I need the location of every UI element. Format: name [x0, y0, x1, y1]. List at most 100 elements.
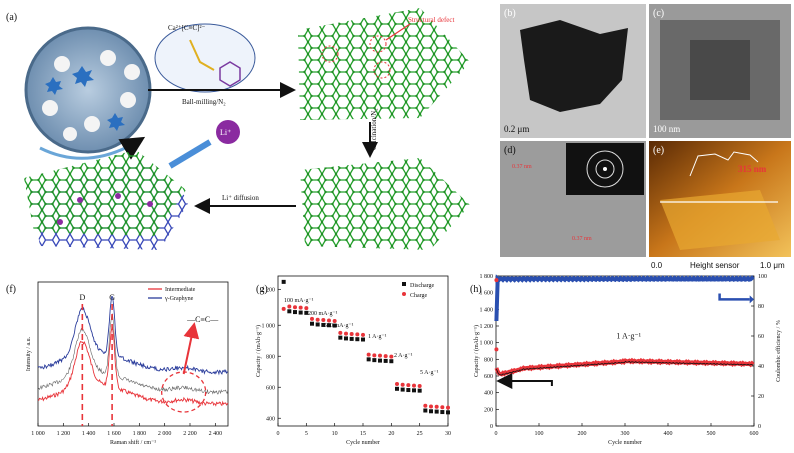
chart-f-annotation: —C≡C— [186, 315, 219, 324]
chart-h-rate-label: 1 A·g⁻¹ [616, 332, 641, 341]
point-discharge [310, 321, 314, 326]
chart-h-ytick-label: 200 [484, 407, 493, 413]
legend-discharge: Discharge [410, 283, 435, 289]
point-discharge [417, 388, 422, 393]
chart-h-ytick-label: 600 [484, 374, 493, 380]
panel-b-scale: 0.2 μm [504, 124, 529, 134]
panel-e-label: (e) [653, 145, 664, 156]
point-charge [310, 316, 314, 321]
point-charge [327, 318, 331, 323]
point-charge [434, 404, 439, 409]
chart-g-xtick-label: 20 [388, 431, 394, 437]
point-charge [321, 318, 326, 323]
panel-d-spacing-2: 0.37 nm [572, 236, 592, 242]
series-intermediate [37, 326, 229, 407]
chart-g-xtick-label: 10 [332, 431, 338, 437]
legend-charge: Charge [410, 293, 428, 299]
panel-c-label: (c) [653, 8, 664, 19]
chart-h-xtick-label: 600 [750, 431, 759, 437]
chart-g-ytick-label: 800 [266, 354, 275, 360]
chart-h-xlabel: Cycle number [608, 440, 642, 446]
chart-g-xtick-label: 25 [417, 431, 423, 437]
chart-g-rate-label: 100 mA·g⁻¹ [284, 298, 314, 304]
chart-h-label: (h) [470, 284, 482, 295]
point-discharge [361, 337, 365, 342]
chart-g-rate-label: 1 A·g⁻¹ [368, 334, 387, 340]
point-discharge [315, 322, 320, 327]
chart-f-label: (f) [6, 284, 16, 295]
point-discharge [423, 408, 428, 413]
point-discharge [332, 323, 337, 328]
point-charge [332, 318, 337, 323]
panel-a-label: (a) [6, 12, 17, 23]
point-charge [446, 405, 450, 410]
chart-h-y2tick-label: 80 [758, 304, 764, 310]
chart-f-xtick-label: 2 200 [183, 431, 197, 437]
chart-f-ylabel: Intensity / a.u. [26, 336, 32, 371]
li-ion-arrow [168, 139, 212, 169]
chart-h-y2tick-label: 100 [758, 274, 767, 280]
panel-e-x1: 1.0 μm [760, 261, 785, 270]
chart-g-xtick-label: 15 [360, 431, 366, 437]
point-charge [304, 306, 309, 311]
point-charge [406, 383, 411, 388]
panel-e-height: 315 nm [738, 164, 767, 174]
legend-discharge-swatch [402, 282, 406, 286]
legend-charge-swatch [402, 292, 406, 296]
chart-g-xtick-label: 5 [305, 431, 308, 437]
panel-c-tem [649, 4, 791, 138]
chart-g-ytick-label: 600 [266, 385, 275, 391]
point-charge [298, 305, 303, 310]
point-discharge [378, 358, 382, 363]
series-intermediate-dark [37, 313, 229, 395]
chart-g-rate-label: 5 A·g⁻¹ [420, 370, 439, 376]
chart-h-xtick-label: 100 [535, 431, 544, 437]
chart-f-alkyne-circle [161, 371, 207, 413]
molecule-cloud: Ca²⁺[C≡C]²⁻ [154, 23, 256, 93]
point-charge [417, 384, 422, 389]
series-coulombic-efficiency [494, 274, 755, 322]
chart-h-y2label: Coulombic efficiency / % [775, 320, 782, 382]
point-discharge [406, 388, 411, 393]
point-discharge [281, 279, 286, 284]
graphyne-sheet [300, 158, 470, 250]
point-discharge [293, 310, 297, 315]
graphyne-sheet-defect [298, 8, 470, 120]
chart-h-arrow-ce-head [749, 295, 754, 304]
point-charge [366, 352, 371, 357]
chart-f-xtick-label: 1 200 [57, 431, 71, 437]
panel-d-spacing-1: 0.37 nm [512, 164, 532, 170]
point-first-cycle [494, 278, 499, 283]
series-capacity-discharge [496, 360, 754, 376]
chart-h-arrow-capacity [496, 373, 553, 389]
point-discharge [389, 359, 394, 364]
chart-h-arrow-ce [718, 293, 750, 301]
chart-h-y2tick-label: 0 [758, 424, 761, 430]
chart-f-xtick-label: 2 400 [209, 431, 223, 437]
chart-g-xtick-label: 30 [445, 431, 451, 437]
chart-g-ytick-label: 2 200 [262, 287, 276, 293]
point-charge [389, 354, 394, 359]
point-charge [378, 353, 382, 358]
chart-h-ytick-label: 0 [490, 424, 493, 430]
chart-g-xlabel: Cycle number [346, 440, 380, 446]
point-charge [412, 383, 416, 388]
chart-h-y2tick-label: 40 [758, 364, 764, 370]
series-capacity-charge [494, 357, 755, 377]
point-charge [429, 404, 433, 409]
point-charge [315, 317, 320, 322]
structural-defect-label: Structural defect [408, 16, 455, 24]
point-charge [293, 305, 297, 310]
chart-g-rate-label: 200 mA·g⁻¹ [308, 311, 338, 317]
chart-f-peak-g: G [109, 293, 115, 302]
chart-h-xtick-label: 400 [664, 431, 673, 437]
chart-f-alkyne-arrow [182, 322, 200, 375]
point-discharge [349, 336, 354, 341]
chart-g: (g) 0 5 10 15 20 25 30 400 600 800 1 000 2 200 Cycle … [255, 275, 451, 446]
chart-f-xtick-label: 1 000 [31, 431, 45, 437]
point-charge [344, 331, 348, 336]
chart-h-ytick-label: 400 [484, 391, 493, 397]
point-discharge [412, 388, 416, 393]
panel-c-scale: 100 nm [653, 124, 680, 134]
